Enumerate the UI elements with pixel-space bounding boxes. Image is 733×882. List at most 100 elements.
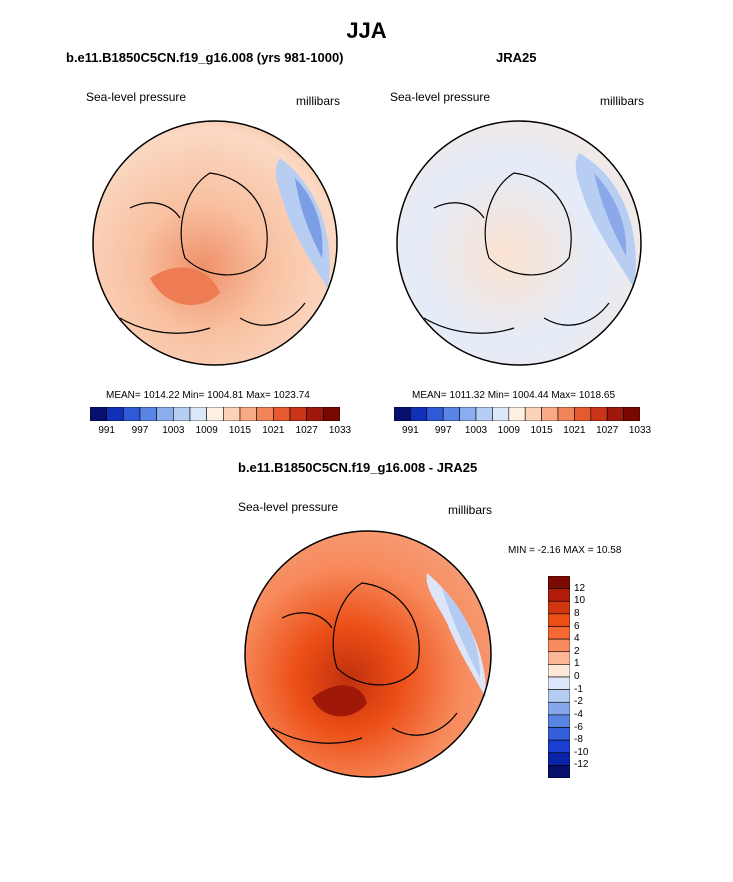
colorbar-diff-swatch bbox=[548, 588, 570, 602]
colorbar-diff-tick-label: 2 bbox=[574, 645, 580, 657]
colorbar-diff-tick-label: 10 bbox=[574, 595, 586, 607]
colorbar-diff-swatch bbox=[548, 626, 570, 640]
colorbar-obs-tick-label: 1021 bbox=[563, 425, 586, 436]
colorbar-model-swatch bbox=[139, 407, 157, 421]
colorbar-diff-tick-label: 8 bbox=[574, 607, 580, 619]
colorbar-model-swatch bbox=[173, 407, 191, 421]
colorbar-model-swatch bbox=[156, 407, 174, 421]
panel-model-coastline bbox=[180, 172, 268, 276]
panel-diff-neg-core bbox=[442, 588, 480, 678]
colorbar-diff-tick-label: -4 bbox=[574, 708, 583, 720]
colorbar-model-swatch bbox=[306, 407, 324, 421]
colorbar-obs-swatch bbox=[574, 407, 592, 421]
panel-obs-title: JRA25 bbox=[496, 50, 537, 65]
colorbar-model-tick-label: 1003 bbox=[162, 425, 185, 436]
panel-obs-coastline-2 bbox=[423, 202, 610, 334]
panel-diff-neg-region bbox=[426, 573, 487, 698]
colorbar-diff-tick-label: -6 bbox=[574, 721, 583, 733]
colorbar-obs-swatch bbox=[623, 407, 640, 421]
colorbar-diff-tick-label: -12 bbox=[574, 759, 589, 771]
colorbar-model-swatch bbox=[123, 407, 141, 421]
panel-obs-coastline bbox=[484, 172, 572, 276]
panel-model-low-core bbox=[295, 178, 323, 258]
panel-diff-units-label: millibars bbox=[448, 503, 493, 517]
panel-model-map bbox=[92, 120, 338, 366]
colorbar-model-swatch bbox=[289, 407, 307, 421]
colorbar-diff-tick-label: -1 bbox=[574, 683, 583, 695]
colorbar-model-tick-label: 1009 bbox=[195, 425, 218, 436]
colorbar-obs-swatch bbox=[410, 407, 428, 421]
colorbar-diff-swatch bbox=[548, 613, 570, 627]
panel-diff-coastline bbox=[332, 582, 420, 686]
colorbar-model-swatch bbox=[323, 407, 340, 421]
colorbar-model-swatches bbox=[90, 407, 340, 421]
colorbar-obs bbox=[394, 407, 640, 421]
panel-model-low-region bbox=[275, 158, 330, 288]
colorbar-model-ticks: 991 997 1003 1009 1015 1021 1027 1033 bbox=[90, 425, 351, 439]
panel-diff-coastline-2 bbox=[271, 612, 458, 744]
panel-diff-variable-label: Sea-level pressure bbox=[238, 500, 339, 514]
colorbar-diff-swatch bbox=[548, 664, 570, 678]
panel-diff-max-core bbox=[312, 685, 367, 717]
colorbar-model-swatch bbox=[189, 407, 207, 421]
panel-model-units-label: millibars bbox=[296, 94, 341, 108]
panel-model-variable-label: Sea-level pressure bbox=[86, 90, 187, 104]
colorbar-diff-swatches bbox=[548, 576, 570, 778]
colorbar-diff-tick-label: -2 bbox=[574, 696, 583, 708]
colorbar-diff-swatch bbox=[548, 727, 570, 741]
colorbar-diff-swatch bbox=[548, 701, 570, 716]
colorbar-obs-swatch bbox=[541, 407, 559, 421]
colorbar-obs-swatch bbox=[426, 407, 444, 421]
colorbar-diff bbox=[548, 576, 570, 778]
panel-obs-map-border bbox=[396, 120, 642, 366]
colorbar-obs-swatch bbox=[442, 407, 460, 421]
panel-diff-stats: MIN = -2.16 MAX = 10.58 bbox=[508, 545, 622, 556]
panel-model-high-core bbox=[150, 267, 220, 305]
colorbar-obs-ticks: 991 997 1003 1009 1015 1021 1027 1033 bbox=[394, 425, 651, 439]
colorbar-diff-swatch bbox=[548, 576, 570, 589]
colorbar-diff-tick-label: 12 bbox=[574, 582, 586, 594]
colorbar-model-swatch bbox=[273, 407, 291, 421]
colorbar-obs-tick-label: 1015 bbox=[530, 425, 553, 436]
panel-model-coastline-2 bbox=[119, 202, 306, 334]
panel-model-map-border bbox=[92, 120, 338, 366]
colorbar-diff-swatch bbox=[548, 638, 570, 653]
colorbar-obs-tick-label: 997 bbox=[434, 425, 452, 436]
panel-obs-variable-label: Sea-level pressure bbox=[390, 90, 491, 104]
colorbar-model-tick-label: 1033 bbox=[328, 425, 352, 436]
panel-diff-map bbox=[244, 530, 492, 778]
colorbar-obs-swatch bbox=[606, 407, 624, 421]
colorbar-diff-tick-label: 1 bbox=[574, 658, 580, 670]
colorbar-diff-swatch bbox=[548, 689, 570, 703]
colorbar-model-swatch bbox=[239, 407, 257, 421]
colorbar-obs-swatch bbox=[590, 407, 608, 421]
colorbar-model-swatch bbox=[223, 407, 241, 421]
colorbar-model bbox=[90, 407, 340, 421]
colorbar-model-tick-label: 1015 bbox=[228, 425, 252, 436]
colorbar-diff-swatch bbox=[548, 765, 570, 778]
colorbar-model-swatch bbox=[206, 407, 224, 421]
colorbar-obs-swatches bbox=[394, 407, 640, 421]
colorbar-diff-tick-label: -8 bbox=[574, 734, 583, 746]
colorbar-diff-swatch bbox=[548, 714, 570, 728]
colorbar-obs-swatch bbox=[508, 407, 526, 421]
panel-model-stats: MEAN= 1014.22 Min= 1004.81 Max= 1023.74 bbox=[106, 390, 310, 401]
colorbar-obs-tick-label: 1027 bbox=[596, 425, 619, 436]
colorbar-diff-tick-label: 6 bbox=[574, 620, 580, 632]
colorbar-diff-swatch bbox=[548, 752, 570, 766]
page-title: JJA bbox=[346, 18, 387, 43]
colorbar-diff-tick-label: 0 bbox=[574, 671, 580, 682]
colorbar-obs-swatch bbox=[475, 407, 493, 421]
colorbar-diff-swatch bbox=[548, 600, 570, 615]
colorbar-obs-swatch bbox=[557, 407, 575, 421]
colorbar-diff-tick-label: -10 bbox=[574, 746, 589, 758]
colorbar-diff-swatch bbox=[548, 676, 570, 690]
colorbar-model-swatch bbox=[256, 407, 274, 421]
panel-diff-title: b.e11.B1850C5CN.f19_g16.008 - JRA25 bbox=[238, 460, 478, 475]
colorbar-obs-tick-label: 1009 bbox=[497, 425, 520, 436]
panel-model-title: b.e11.B1850C5CN.f19_g16.008 (yrs 981-100… bbox=[66, 50, 344, 65]
colorbar-diff-tick-label: 4 bbox=[574, 633, 580, 645]
colorbar-obs-swatch bbox=[492, 407, 510, 421]
colorbar-obs-swatch bbox=[524, 407, 542, 421]
colorbar-model-swatch bbox=[90, 407, 107, 421]
